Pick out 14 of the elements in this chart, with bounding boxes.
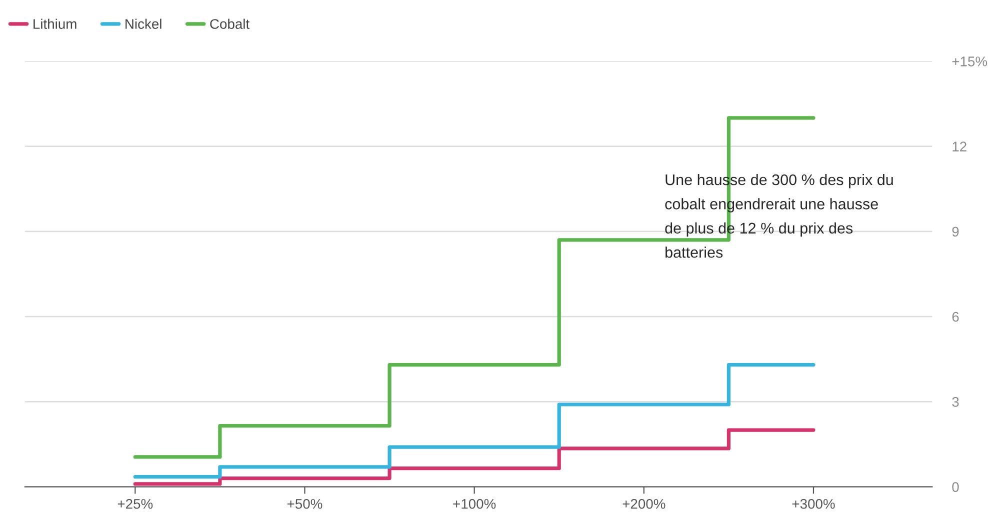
y-tick-label: 6: [952, 312, 959, 322]
legend-label: Cobalt: [210, 18, 250, 29]
y-tick-label: 0: [952, 482, 959, 492]
legend-label: Lithium: [34, 18, 76, 29]
y-tick-label: +15%: [952, 56, 988, 66]
x-tick-label: +100%: [453, 498, 496, 509]
legend-label: Nickel: [126, 18, 162, 29]
y-tick-label: 9: [952, 226, 959, 237]
x-tick-label: +200%: [622, 498, 666, 509]
y-tick-label: 12: [952, 142, 966, 152]
y-tick-label: 3: [952, 396, 959, 407]
x-tick-label: +25%: [118, 498, 153, 509]
x-tick-label: +300%: [792, 498, 835, 509]
x-tick-label: +50%: [287, 498, 322, 509]
